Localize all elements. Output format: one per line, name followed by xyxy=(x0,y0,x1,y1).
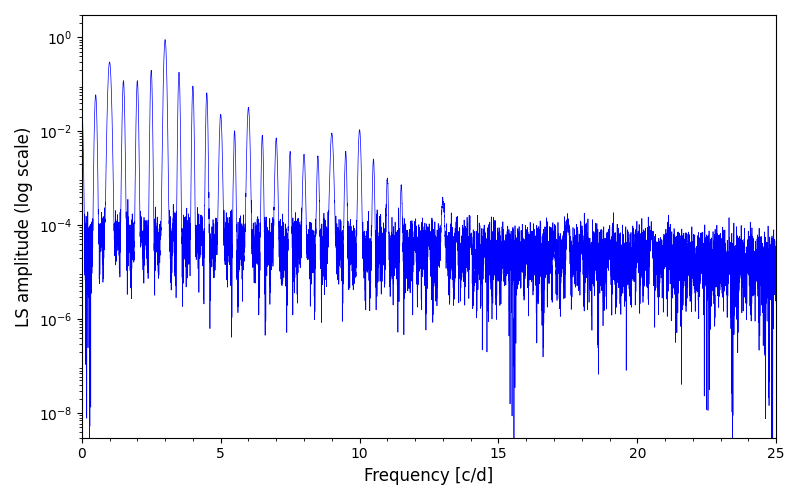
Y-axis label: LS amplitude (log scale): LS amplitude (log scale) xyxy=(15,126,33,326)
X-axis label: Frequency [c/d]: Frequency [c/d] xyxy=(364,467,494,485)
